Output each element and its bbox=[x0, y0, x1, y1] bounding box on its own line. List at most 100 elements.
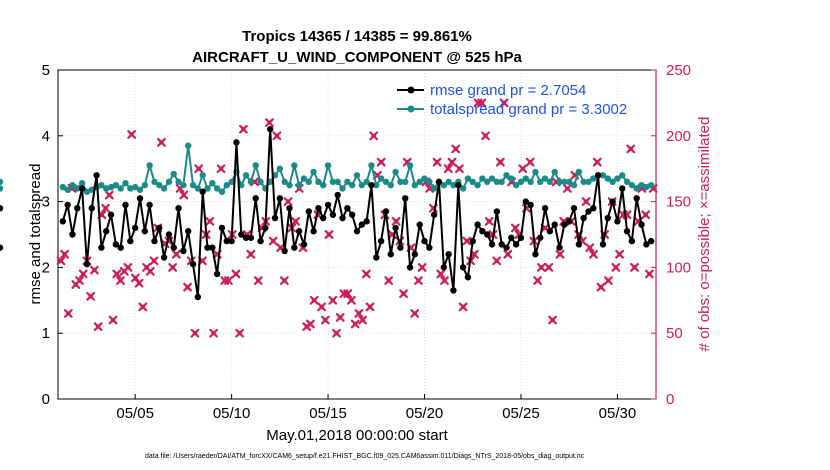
data-point bbox=[430, 185, 438, 192]
data-point bbox=[575, 241, 583, 248]
data-point bbox=[358, 221, 366, 228]
data-point bbox=[291, 244, 298, 251]
data-point bbox=[165, 231, 173, 238]
data-point bbox=[131, 224, 139, 232]
data-point bbox=[556, 244, 563, 251]
data-point bbox=[310, 168, 317, 176]
data-point bbox=[276, 165, 284, 172]
data-point bbox=[512, 181, 520, 189]
obs-point bbox=[447, 157, 457, 167]
y-tick-label: 0 bbox=[42, 391, 50, 408]
data-point bbox=[503, 244, 510, 251]
data-point bbox=[247, 178, 255, 186]
y-tick-label: 4 bbox=[42, 128, 50, 145]
data-point bbox=[83, 260, 91, 268]
obs-point bbox=[477, 98, 487, 108]
obs-point bbox=[75, 276, 84, 285]
data-point bbox=[185, 228, 192, 235]
data-point bbox=[411, 251, 419, 258]
data-point bbox=[209, 244, 216, 251]
obs-point bbox=[641, 210, 651, 220]
data-point bbox=[98, 244, 105, 251]
data-point bbox=[305, 208, 312, 215]
obs-point bbox=[108, 315, 118, 325]
data-point bbox=[165, 178, 173, 186]
data-point bbox=[112, 241, 120, 248]
obs-point bbox=[563, 184, 572, 193]
data-point bbox=[117, 185, 124, 192]
obs-point bbox=[347, 295, 356, 305]
data-point bbox=[88, 204, 95, 212]
data-point bbox=[74, 185, 81, 192]
data-point bbox=[228, 237, 235, 245]
obs-point bbox=[101, 203, 110, 213]
data-point bbox=[469, 178, 476, 186]
y-tick-label: 2 bbox=[42, 259, 50, 276]
obs-point bbox=[279, 276, 289, 285]
data-point bbox=[122, 179, 129, 187]
data-point bbox=[628, 181, 636, 189]
obs-point bbox=[283, 197, 293, 206]
obs-point bbox=[596, 282, 606, 292]
data-point bbox=[532, 168, 539, 176]
data-point bbox=[455, 181, 462, 189]
obs-point bbox=[492, 256, 502, 266]
obs-point bbox=[328, 295, 338, 305]
data-point bbox=[59, 218, 67, 225]
data-point bbox=[281, 247, 288, 255]
obs-point bbox=[179, 190, 189, 200]
data-point bbox=[69, 181, 76, 189]
obs-point bbox=[611, 263, 621, 272]
data-point bbox=[324, 201, 332, 209]
grid bbox=[58, 70, 656, 399]
obs-point bbox=[324, 230, 334, 239]
data-point bbox=[484, 231, 491, 238]
data-point bbox=[233, 139, 240, 146]
obs-point bbox=[503, 249, 513, 259]
rmse-series bbox=[0, 126, 655, 301]
obs-point bbox=[581, 197, 591, 206]
data-point bbox=[209, 179, 216, 187]
obs-point bbox=[116, 276, 125, 285]
obs-point bbox=[525, 157, 535, 167]
obs-point bbox=[484, 216, 494, 226]
data-point bbox=[320, 181, 327, 189]
data-point bbox=[488, 175, 496, 182]
data-point bbox=[594, 172, 602, 179]
data-point bbox=[633, 185, 640, 192]
data-point bbox=[590, 204, 597, 212]
data-point bbox=[527, 178, 534, 186]
data-point bbox=[103, 185, 110, 192]
obs-point bbox=[268, 236, 278, 246]
obs-point bbox=[145, 266, 155, 276]
obs-point bbox=[194, 164, 204, 174]
data-point bbox=[445, 178, 452, 186]
data-point bbox=[344, 204, 351, 212]
data-point bbox=[541, 175, 549, 182]
obs-point bbox=[626, 144, 636, 154]
data-point bbox=[392, 224, 399, 232]
data-point bbox=[377, 237, 385, 245]
obs-point bbox=[555, 249, 565, 259]
data-point bbox=[464, 274, 472, 281]
data-point bbox=[180, 181, 187, 189]
data-point bbox=[638, 221, 645, 228]
data-point bbox=[522, 175, 529, 182]
obs-point bbox=[238, 124, 248, 134]
totalspread-series bbox=[0, 142, 655, 195]
obs-point bbox=[548, 315, 557, 325]
data-point bbox=[170, 244, 177, 251]
obs-point bbox=[127, 130, 137, 139]
obs-point bbox=[354, 309, 364, 318]
obs-point bbox=[183, 282, 192, 292]
data-point bbox=[397, 178, 404, 186]
data-point bbox=[402, 195, 409, 202]
data-point bbox=[503, 172, 510, 179]
data-point bbox=[344, 178, 351, 186]
obs-point bbox=[399, 289, 408, 299]
legend-spread-marker bbox=[407, 105, 415, 113]
data-point bbox=[643, 241, 650, 248]
data-point bbox=[402, 178, 409, 186]
obs-point bbox=[309, 295, 319, 305]
